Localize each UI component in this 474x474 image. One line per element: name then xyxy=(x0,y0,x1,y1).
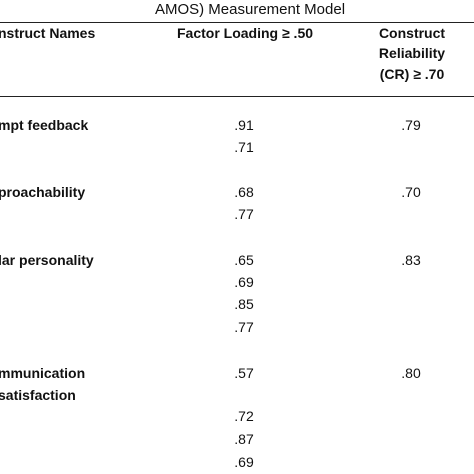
factor-loading: .85 xyxy=(234,296,254,312)
construct-reliability: .79 xyxy=(401,117,421,133)
factor-loading: .57 xyxy=(234,365,254,381)
construct-name: proachability xyxy=(0,184,86,200)
construct-name: mmunication xyxy=(0,365,86,381)
factor-loading: .65 xyxy=(234,252,254,268)
factor-loading: .69 xyxy=(234,274,254,290)
factor-loading: .68 xyxy=(234,184,254,200)
factor-loading: .69 xyxy=(234,454,254,470)
header-loading: Factor Loading ≥ .50 xyxy=(176,25,314,41)
factor-loading: .71 xyxy=(234,139,254,155)
header-names: nstruct Names xyxy=(0,25,96,41)
top-rule xyxy=(0,22,474,23)
construct-name: lar personality xyxy=(0,252,94,268)
factor-loading: .72 xyxy=(234,408,254,424)
construct-name: satisfaction xyxy=(0,387,76,403)
header-rule xyxy=(0,96,474,97)
header-reliability: Construct xyxy=(378,25,446,41)
header-reliability: Reliability xyxy=(378,45,446,61)
table-title: AMOS) Measurement Model xyxy=(154,1,346,18)
factor-loading: .87 xyxy=(234,431,254,447)
header-reliability: (CR) ≥ .70 xyxy=(379,66,445,82)
factor-loading: .77 xyxy=(234,206,254,222)
construct-reliability: .83 xyxy=(401,252,421,268)
construct-name: mpt feedback xyxy=(0,117,89,133)
construct-reliability: .70 xyxy=(401,184,421,200)
factor-loading: .77 xyxy=(234,319,254,335)
construct-reliability: .80 xyxy=(401,365,421,381)
factor-loading: .91 xyxy=(234,117,254,133)
